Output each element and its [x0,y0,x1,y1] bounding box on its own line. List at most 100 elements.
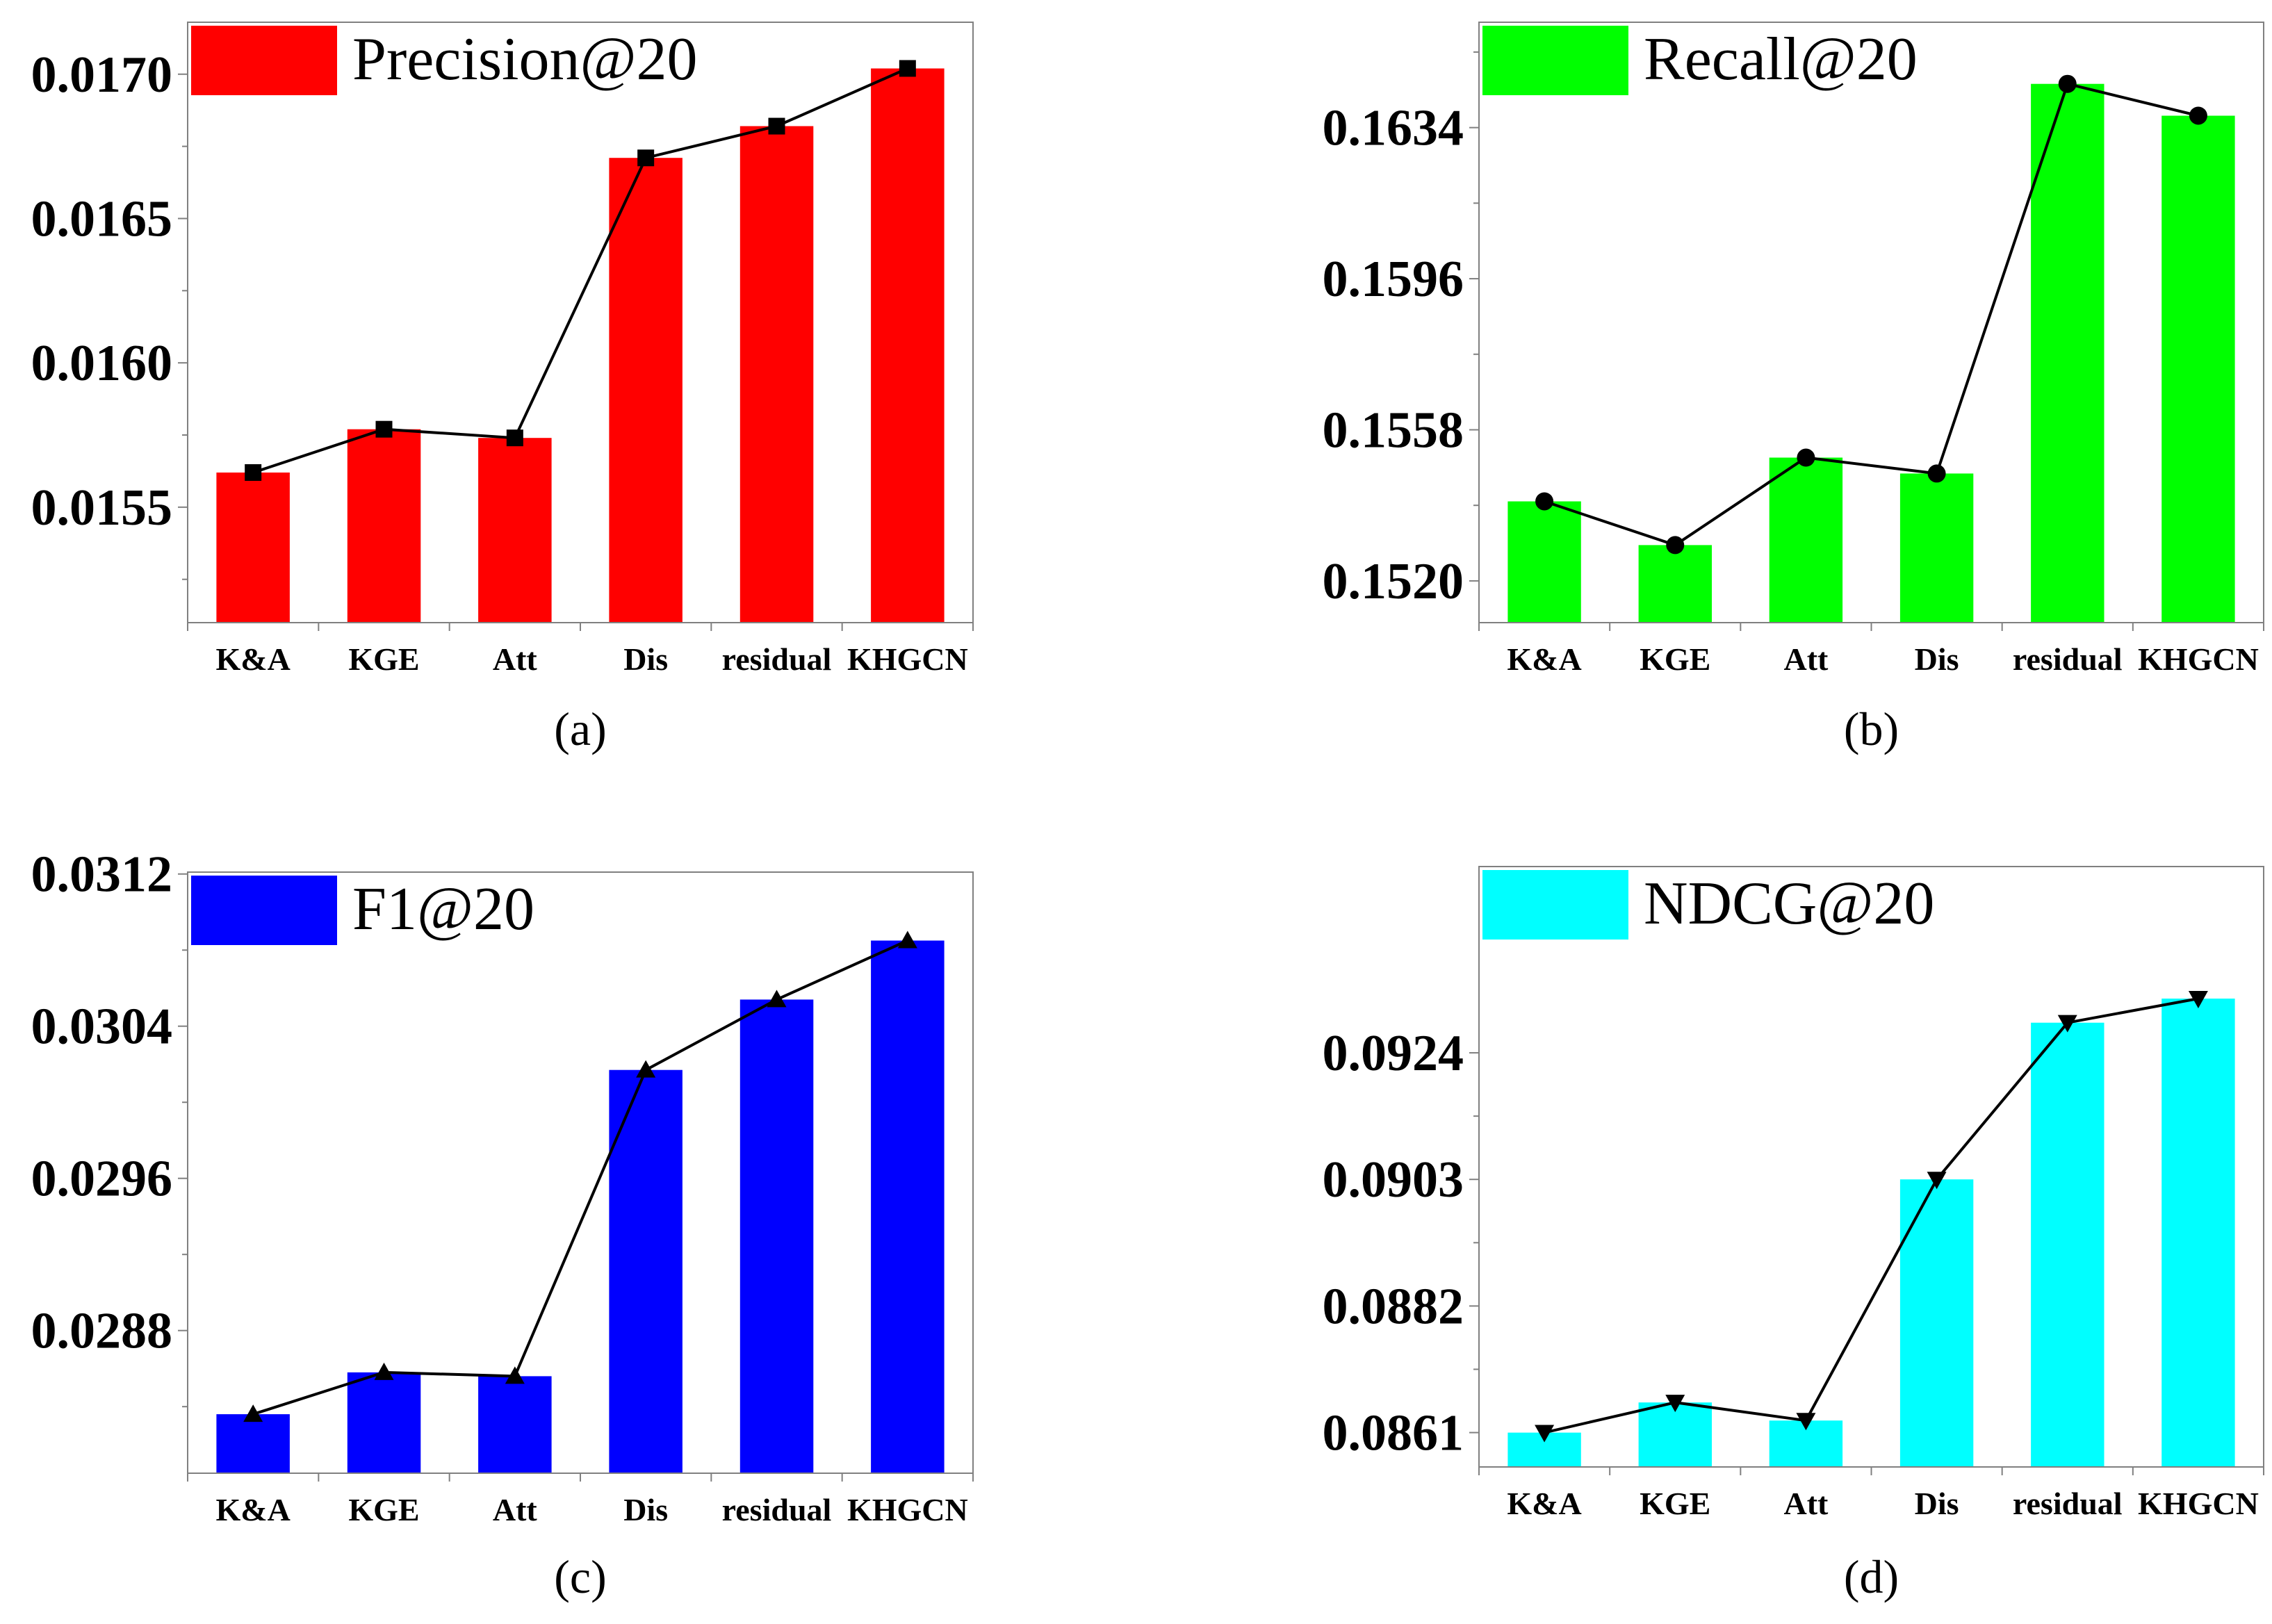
data-point-marker [897,930,917,949]
bar-khgcn [2161,999,2235,1467]
bar-att [478,1376,552,1473]
chart-panel-1: 0.0155 0.0160 0.0165 0.0170 K&A KGE Att Dis resi… [31,22,974,755]
data-point-marker [2189,106,2207,125]
bar-dis [609,1069,683,1473]
x-category-label: K&A [216,641,291,677]
plot-frame [187,871,974,1474]
bar-kge [1638,545,1712,623]
x-category-label: KGE [1640,1486,1710,1521]
data-point-marker [899,60,916,77]
data-point-marker [1796,1413,1816,1431]
x-category-label: K&A [216,1492,291,1527]
data-point-marker [245,464,262,481]
y-tick-label: 0.0296 [31,1151,173,1208]
y-tick-label: 0.0160 [31,335,173,392]
data-point-marker [637,149,655,167]
data-point-marker [1927,464,1946,483]
panel-caption: (b) [1844,703,1899,755]
plot-frame [1478,22,2264,623]
y-tick-label: 0.1520 [1323,553,1464,610]
bar-att [478,438,552,623]
x-category-label: Dis [1915,1486,1959,1521]
y-tick-label: 0.1634 [1323,100,1464,157]
legend-swatch [191,876,337,945]
trend-line [1544,997,2199,1434]
data-point-marker [506,429,523,447]
y-tick-label: 0.0155 [31,479,173,536]
y-tick-label: 0.0924 [1323,1025,1464,1082]
data-point-marker [374,1362,394,1380]
x-category-label: KHGCN [847,1492,968,1527]
bar-kge [347,429,421,623]
x-category-label: Dis [1915,641,1959,677]
data-point-marker [1535,492,1554,511]
data-point-marker [1665,1395,1685,1413]
plot-frame [1478,866,2264,1468]
x-category-label: Att [1783,1486,1829,1521]
y-tick-label: 0.0903 [1323,1151,1464,1208]
bar-residual [2031,1022,2105,1467]
x-category-label: KGE [1640,641,1710,677]
data-point-marker [243,1404,263,1422]
chart-panel-4: 0.0861 0.0882 0.0903 0.0924 K&A KGE Att Dis resi… [1323,866,2264,1603]
y-tick-label: 0.0165 [31,190,173,247]
bar-k-a [216,473,290,623]
bar-kge [1638,1402,1712,1467]
bar-residual [739,126,814,623]
x-category-label: KGE [348,1492,419,1527]
bar-k-a [216,1414,290,1473]
bar-khgcn [2161,115,2235,623]
y-tick-label: 0.0312 [31,846,173,903]
trend-line [1544,82,2199,547]
bar-khgcn [871,68,945,623]
y-tick-label: 0.0304 [31,999,173,1056]
bar-residual [2031,83,2105,623]
chart-panel-2: 0.1520 0.1558 0.1596 0.1634 K&A KGE Att Dis resi… [1323,22,2264,755]
bar-dis [1899,1179,1974,1467]
legend-swatch [191,26,337,95]
bar-kge [347,1372,421,1473]
legend-swatch [1482,26,1628,95]
x-category-label: KGE [348,641,419,677]
panel-caption: (a) [554,703,606,755]
data-point-marker [2058,74,2077,93]
bar-dis [609,158,683,623]
panel-caption: (c) [554,1550,606,1603]
trend-line [252,939,908,1416]
panel-caption: (d) [1844,1550,1899,1603]
y-tick-label: 0.0288 [31,1303,173,1360]
x-category-label: Att [1783,641,1829,677]
x-category-label: Dis [623,641,668,677]
data-point-marker [1797,448,1815,467]
bar-k-a [1507,501,1581,623]
x-category-label: residual [2013,1486,2123,1521]
data-point-marker [2057,1015,2077,1033]
data-point-marker [1535,1425,1555,1443]
bar-khgcn [871,940,945,1473]
bar-dis [1899,473,1974,623]
x-category-label: residual [2013,641,2123,677]
x-category-label: K&A [1507,1486,1581,1521]
x-category-label: Att [493,641,538,677]
chart-panel-3: 0.0288 0.0296 0.0304 0.0312 K&A KGE Att Dis resi… [31,846,974,1603]
data-point-marker [636,1060,656,1078]
plot-frame [187,22,974,623]
legend-label: Recall@20 [1644,26,1918,93]
x-category-label: KHGCN [2138,1486,2259,1521]
legend-swatch [1482,870,1628,940]
x-category-label: residual [722,1492,832,1527]
x-category-label: residual [722,641,832,677]
y-tick-label: 0.1558 [1323,402,1464,459]
x-category-label: Dis [623,1492,668,1527]
legend-label: F1@20 [352,876,534,943]
data-point-marker [767,990,787,1008]
data-point-marker [375,420,393,438]
data-point-marker [505,1366,525,1384]
bar-att [1769,457,1843,623]
trend-line [252,67,908,474]
data-point-marker [1927,1172,1947,1190]
bar-residual [739,999,814,1473]
data-point-marker [768,117,785,135]
x-category-label: Att [493,1492,538,1527]
